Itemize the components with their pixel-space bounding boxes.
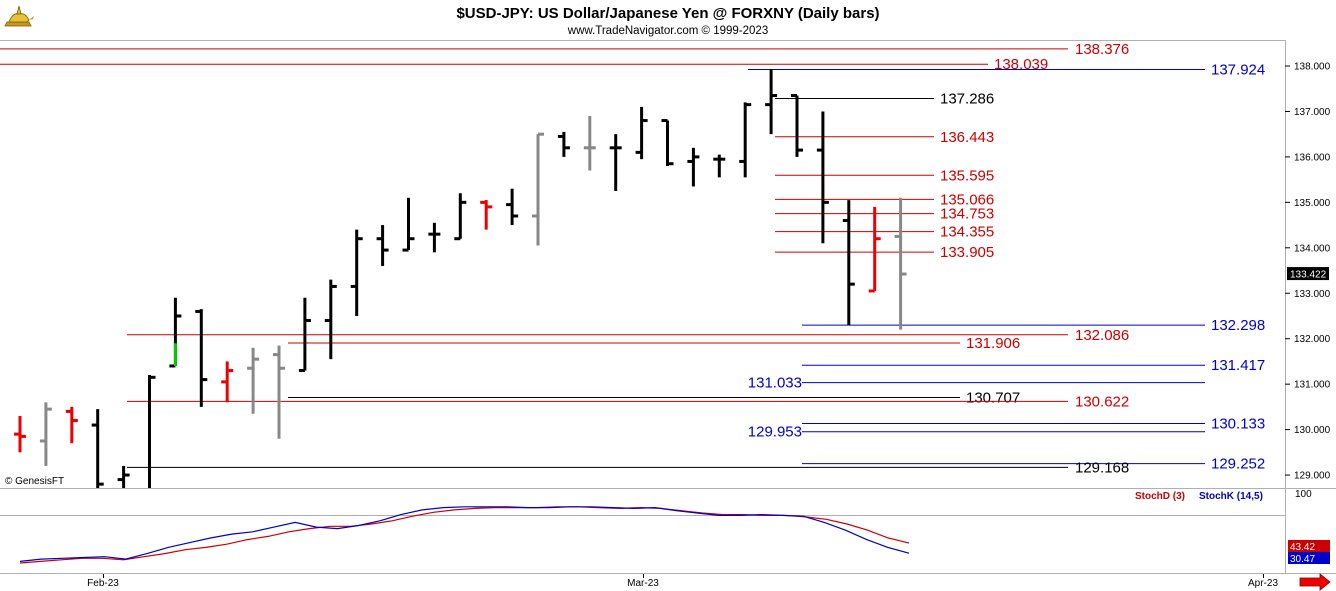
stoch-100-label: 100 [1295,489,1312,500]
price-tick-label: 135.000 [1294,198,1331,209]
stochd-legend: StochD (3) [1135,491,1185,502]
level-label: 135.066 [940,191,994,208]
ohlc-bar [350,229,363,316]
stoch-line [19,506,910,562]
level-label: 129.252 [1211,456,1265,473]
level-label: 129.953 [748,424,802,441]
ohlc-bar [428,222,441,253]
level-label: 130.707 [966,389,1020,406]
ohlc-bar [894,197,907,330]
chart-subtitle: www.TradeNavigator.com © 1999-2023 [567,25,768,37]
ohlc-bar [661,119,674,166]
date-label-feb: Feb-23 [87,578,119,589]
ohlc-bar [609,134,622,191]
level-label: 137.286 [940,90,994,107]
ohlc-bar [148,375,156,488]
ohlc-bar [532,132,544,246]
chart-frame [0,40,1336,574]
ohlc-bar [454,193,467,241]
ohlc-bar [195,309,208,407]
genie-lamp-icon [4,5,34,27]
level-label: 133.905 [940,244,994,261]
ohlc-bar [506,188,519,226]
level-label: 130.133 [1211,416,1265,433]
price-tick-label: 138.000 [1294,62,1331,73]
level-label: 134.753 [940,206,994,223]
level-label: 136.443 [940,129,994,146]
stoch-line [19,506,910,564]
price-bars [14,69,907,488]
stochk-value: 30.47 [1290,554,1315,565]
ohlc-bar [583,115,596,171]
copyright-text: © GenesisFT [5,476,64,487]
price-tick-label: 133.000 [1294,289,1331,300]
price-axis: 129.000 130.000 131.000 132.000 133.000 134.0… [1285,62,1331,482]
ohlc-bar [635,106,648,160]
price-levels: 138.376 138.039 137.924 137.286 136.443 135.5… [0,41,1265,476]
last-price-tag: 133.422 [1287,267,1329,281]
ohlc-bar [402,197,415,252]
ohlc-bar [65,406,78,444]
ohlc-bar [557,131,570,157]
stochd-value: 43.42 [1290,542,1315,553]
ohlc-bar [480,200,493,230]
level-label: 129.168 [1075,459,1129,476]
price-tick-label: 134.000 [1294,243,1331,254]
level-label: 137.924 [1211,61,1265,78]
date-label-apr: Apr-23 [1248,578,1278,589]
price-tick-label: 129.000 [1294,471,1331,482]
ohlc-bar [842,200,855,326]
ohlc-bar [791,94,803,157]
level-label: 131.906 [966,335,1020,352]
ohlc-bar [765,69,778,135]
ohlc-bar [816,111,829,244]
ohlc-bar [713,154,726,178]
ohlc-bar [39,402,52,466]
price-tick-label: 132.000 [1294,334,1331,345]
ohlc-bar [687,147,700,187]
ohlc-bar [221,361,234,403]
price-tick-label: 136.000 [1294,152,1331,163]
level-label: 130.622 [1075,393,1129,410]
level-label: 132.086 [1075,327,1129,344]
level-label: 138.376 [1075,41,1129,58]
level-label: 131.033 [748,375,802,392]
chart-title: $USD-JPY: US Dollar/Japanese Yen @ FORXN… [456,5,879,22]
level-label: 132.298 [1211,317,1265,334]
level-label: 135.595 [940,167,994,184]
ohlc-bar [376,225,389,266]
ohlc-bar [298,297,311,373]
stochk-value-tag [1288,552,1330,564]
level-label: 134.355 [940,224,994,241]
level-label: 138.039 [994,56,1048,73]
date-label-mar: Mar-23 [627,578,659,589]
ohlc-bar [324,279,337,360]
ohlc-bar [117,465,130,488]
ohlc-bar [91,409,104,488]
price-tick-label: 137.000 [1294,107,1331,118]
last-price-label: 133.422 [1290,270,1327,281]
stochd-value-tag [1288,540,1330,552]
price-tick-label: 131.000 [1294,380,1331,391]
ohlc-bar [739,102,752,178]
stochastic-panel [19,506,910,564]
price-tick-label: 130.000 [1294,425,1331,436]
stochk-legend: StochK (14,5) [1199,491,1263,502]
scroll-right-arrow-icon[interactable] [1299,573,1331,591]
ohlc-bar [14,415,26,453]
ohlc-bar [273,345,285,439]
level-label: 131.417 [1211,357,1265,374]
ohlc-bar [868,206,881,293]
ohlc-bar [247,347,260,414]
date-axis: Feb-23 Mar-23 Apr-23 [87,574,1278,589]
